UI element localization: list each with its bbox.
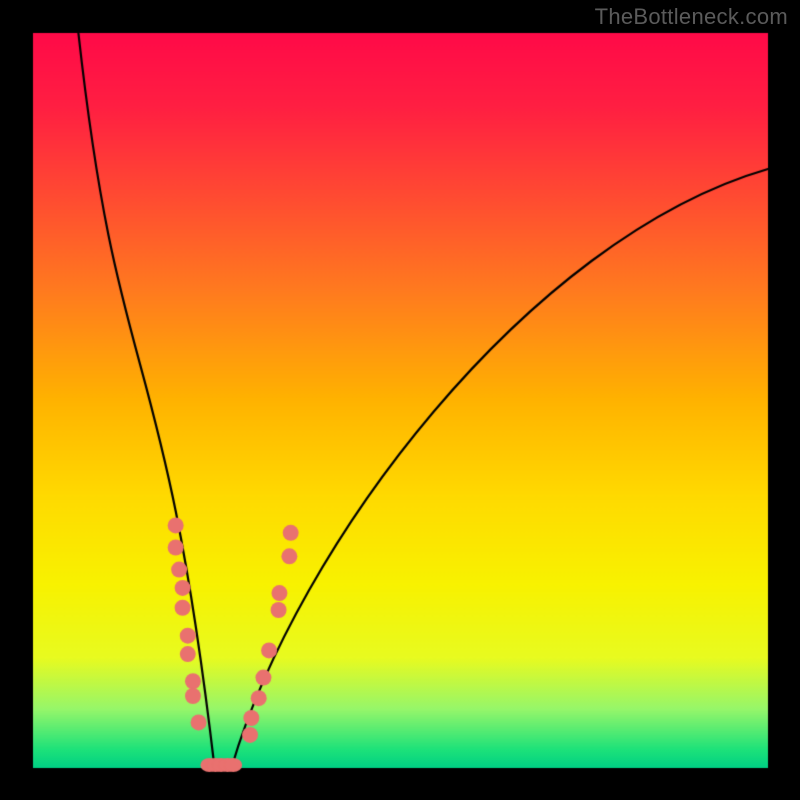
watermark-text: TheBottleneck.com	[595, 4, 788, 30]
bottleneck-curve	[0, 0, 800, 800]
